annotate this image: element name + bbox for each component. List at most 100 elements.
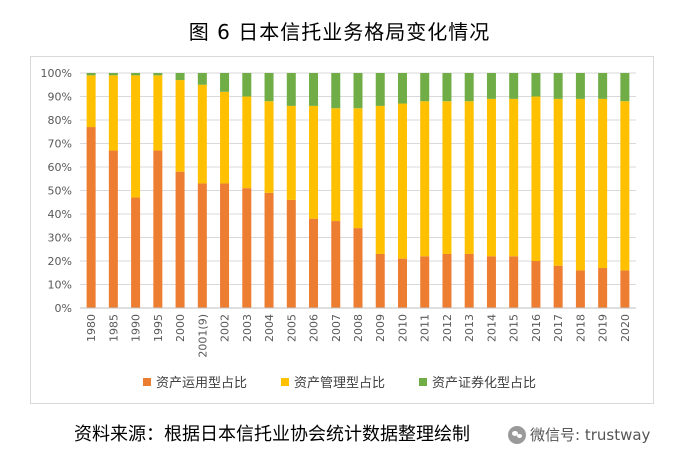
bar-segment-asset-use [531, 261, 541, 308]
bar-segment-asset-mgmt [175, 80, 185, 172]
y-tick-label: 60% [48, 161, 72, 174]
bar-segment-asset-mgmt [575, 98, 585, 271]
bar-segment-asset-mgmt [220, 91, 230, 184]
bar-segment-securitization [264, 73, 274, 102]
y-tick-label: 10% [48, 279, 72, 292]
bar-segment-securitization [620, 73, 630, 102]
x-tick-label: 2016 [530, 314, 543, 342]
bar-segment-asset-mgmt [442, 101, 452, 254]
bar-segment-asset-mgmt [553, 98, 563, 266]
bar-segment-asset-mgmt [153, 75, 163, 151]
x-tick-label: 1980 [85, 314, 98, 342]
bar-segment-asset-use [131, 197, 141, 308]
bar-segment-securitization [175, 73, 185, 81]
bar-segment-asset-mgmt [464, 101, 474, 254]
x-tick-label: 2020 [619, 314, 632, 342]
x-tick-label: 2011 [419, 314, 432, 342]
legend-item-securitization: 资产证券化型占比 [419, 372, 536, 391]
bar-segment-securitization [464, 73, 474, 102]
y-tick-label: 90% [48, 91, 72, 104]
x-tick-label: 2008 [352, 314, 365, 342]
x-tick-label: 2001(9) [196, 314, 209, 358]
bar-segment-securitization [153, 73, 163, 76]
x-tick-label: 1985 [107, 314, 120, 342]
bar-segment-asset-use [442, 253, 452, 308]
bar-segment-asset-mgmt [264, 101, 274, 193]
bar-segment-asset-use [375, 253, 385, 308]
legend: 资产运用型占比 资产管理型占比 资产证券化型占比 [0, 372, 679, 391]
x-tick-label: 2012 [441, 314, 454, 342]
bar-segment-asset-mgmt [86, 75, 96, 128]
bar-segment-asset-use [108, 150, 118, 308]
bar-segment-asset-mgmt [353, 108, 363, 229]
bar-segment-securitization [575, 73, 585, 99]
bar-segment-asset-use [420, 256, 430, 308]
bar-segment-asset-use [153, 150, 163, 308]
bar-segment-asset-use [620, 270, 630, 308]
y-tick-label: 100% [41, 67, 72, 80]
bar-segment-securitization [220, 73, 230, 92]
x-tick-label: 2015 [508, 314, 521, 342]
bar-segment-securitization [553, 73, 563, 99]
bar-segment-securitization [197, 73, 207, 85]
x-tick-label: 2007 [330, 314, 343, 342]
bar-segment-asset-mgmt [531, 96, 541, 261]
bar-segment-securitization [108, 73, 118, 76]
bar-segment-securitization [598, 73, 608, 99]
bar-segment-securitization [286, 73, 296, 106]
wechat-icon [508, 425, 526, 444]
y-tick-label: 20% [48, 255, 72, 268]
bar-segment-asset-use [509, 256, 519, 308]
bar-segment-asset-mgmt [598, 98, 608, 269]
bar-segment-securitization [397, 73, 407, 104]
bar-segment-asset-mgmt [131, 75, 141, 198]
bar-segment-asset-use [242, 188, 252, 308]
legend-label-securitization: 资产证券化型占比 [432, 376, 537, 391]
x-tick-label: 2010 [396, 314, 409, 342]
bar-segment-securitization [242, 73, 252, 97]
bar-segment-asset-mgmt [486, 98, 496, 257]
x-tick-label: 2002 [219, 314, 232, 342]
watermark: 微信号: trustway [508, 424, 650, 445]
legend-label-asset-mgmt: 资产管理型占比 [293, 376, 385, 391]
y-tick-label: 0% [55, 302, 72, 315]
bar-segment-asset-use [197, 183, 207, 308]
chart-title: 图 6 日本信托业务格局变化情况 [188, 20, 491, 44]
bar-segment-asset-mgmt [420, 101, 430, 257]
x-tick-label: 2013 [463, 314, 476, 342]
chart-frame [30, 56, 654, 404]
x-tick-label: 2017 [552, 314, 565, 342]
bar-segment-securitization [86, 73, 96, 76]
x-tick-label: 2005 [285, 314, 298, 342]
source-note: 资料来源：根据日本信托业协会统计数据整理绘制 [74, 424, 470, 445]
legend-swatch-asset-mgmt [280, 377, 289, 386]
bar-segment-securitization [420, 73, 430, 102]
x-tick-label: 2000 [174, 314, 187, 342]
bar-segment-asset-use [220, 183, 230, 308]
bar-segment-asset-mgmt [108, 75, 118, 151]
legend-label-asset-use: 资产运用型占比 [155, 376, 247, 391]
bar-segment-asset-mgmt [309, 105, 319, 219]
legend-swatch-securitization [419, 377, 427, 386]
bar-segment-securitization [486, 73, 496, 99]
bar-segment-asset-use [286, 199, 296, 308]
bar-segment-asset-use [264, 192, 274, 308]
x-tick-label: 2006 [308, 314, 321, 342]
bar-segment-asset-mgmt [286, 105, 296, 200]
x-tick-label: 2018 [574, 314, 587, 342]
bar-segment-asset-use [598, 268, 608, 308]
bar-segment-asset-mgmt [331, 108, 341, 222]
legend-swatch-asset-use [142, 377, 151, 386]
bar-segment-securitization [531, 73, 541, 97]
y-tick-label: 70% [48, 138, 72, 151]
bar-segment-asset-mgmt [375, 105, 385, 254]
bar-segment-asset-use [397, 258, 407, 308]
bar-segment-asset-use [309, 218, 319, 308]
x-tick-label: 1995 [152, 314, 165, 342]
y-tick-label: 80% [48, 114, 72, 127]
x-tick-label: 2009 [374, 314, 387, 342]
x-tick-label: 2019 [597, 314, 610, 342]
bar-segment-asset-use [86, 127, 96, 308]
bar-segment-asset-mgmt [242, 96, 252, 189]
